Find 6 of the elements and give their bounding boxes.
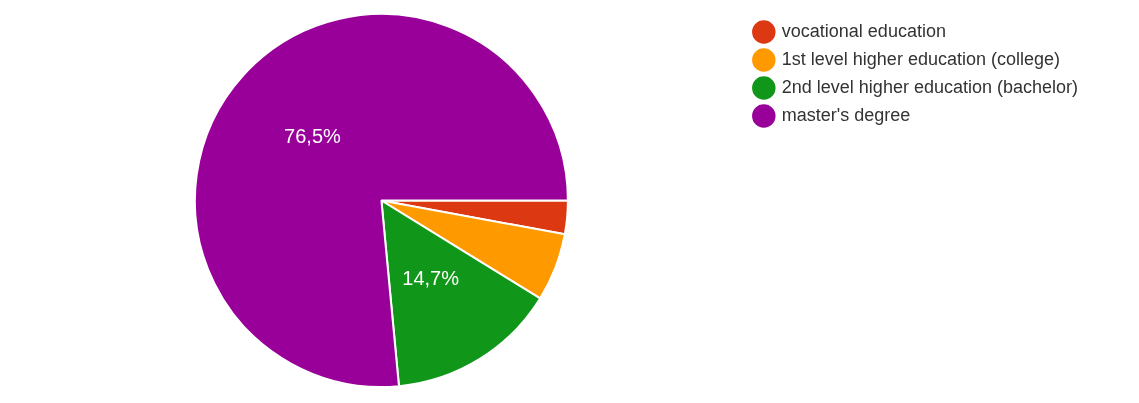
data-label: 14,7% [402, 267, 460, 290]
legend-label: master's degree [781, 104, 911, 125]
legend-label: 1st level higher education (college) [781, 48, 1060, 69]
legend-label: vocational education [781, 20, 946, 41]
legend-label: 2nd level higher education (bachelor) [781, 76, 1079, 97]
data-label: 76,5% [284, 125, 341, 148]
